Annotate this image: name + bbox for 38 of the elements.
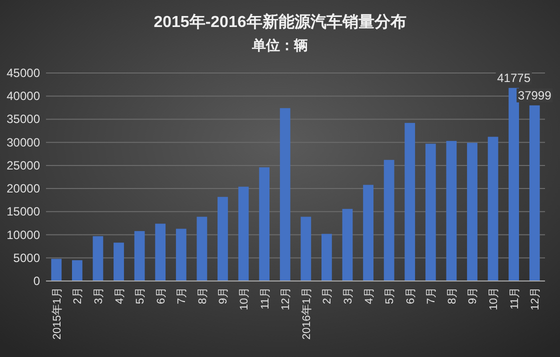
x-tick-label: 7月 xyxy=(176,287,188,304)
x-tick-label: 12月 xyxy=(280,287,292,310)
x-tick-label: 10月 xyxy=(238,287,251,310)
data-label: 37999 xyxy=(518,88,552,102)
x-tick-label: 6月 xyxy=(404,287,417,304)
x-tick-label: 7月 xyxy=(426,287,438,304)
y-tick-label: 40000 xyxy=(6,89,40,104)
y-tick-label: 45000 xyxy=(6,66,40,80)
x-tick-label: 2015年1月 xyxy=(51,287,64,340)
x-tick-label: 5月 xyxy=(134,287,147,304)
y-tick-label: 15000 xyxy=(6,204,40,219)
y-tick-label: 10000 xyxy=(6,228,40,242)
y-tick-label: 25000 xyxy=(6,158,40,172)
x-tick-label: 4月 xyxy=(363,287,376,304)
data-label: 41775 xyxy=(497,70,531,85)
x-tick-label: 10月 xyxy=(488,287,500,310)
x-tick-label: 12月 xyxy=(530,287,542,310)
x-tick-label: 8月 xyxy=(446,287,458,304)
x-tick-label: 9月 xyxy=(467,287,480,304)
x-tick-label: 4月 xyxy=(114,287,126,304)
x-tick-label: 3月 xyxy=(92,287,105,304)
x-tick-label: 11月 xyxy=(508,287,521,310)
x-tick-label: 2月 xyxy=(322,287,334,304)
x-tick-label: 2月 xyxy=(72,287,84,304)
chart-title: 2015年-2016年新能源汽车销量分布 xyxy=(154,13,406,31)
x-tick-label: 5月 xyxy=(384,287,396,304)
x-tick-label: 8月 xyxy=(196,287,209,304)
y-tick-label: 0 xyxy=(33,274,40,288)
x-tick-label: 3月 xyxy=(342,287,354,304)
y-tick-label: 35000 xyxy=(6,112,40,126)
x-tick-label: 9月 xyxy=(218,287,230,304)
y-tick-label: 30000 xyxy=(6,135,40,150)
y-tick-label: 5000 xyxy=(13,250,40,265)
chart-subtitle: 单位：辆 xyxy=(251,37,308,53)
y-tick-label: 20000 xyxy=(6,182,40,196)
x-tick-label: 2016年1月 xyxy=(300,287,313,340)
x-tick-label: 6月 xyxy=(155,287,168,304)
x-tick-label: 11月 xyxy=(259,287,272,310)
